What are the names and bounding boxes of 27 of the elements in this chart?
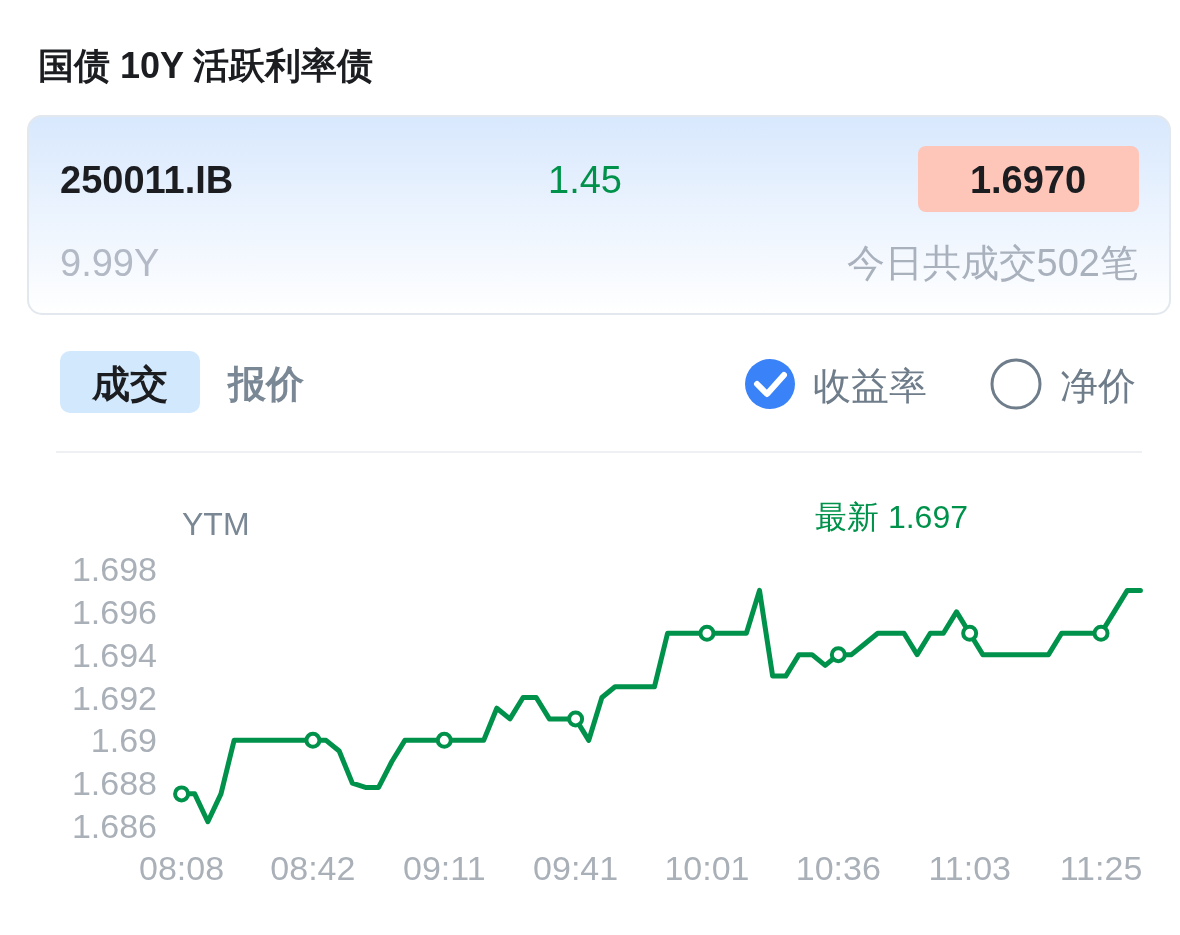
y-tick-label: 1.696 [71,592,157,631]
text: 9.99Y [60,242,160,284]
y-axis-title: YTM [182,506,250,542]
y-tick-label: 1.692 [71,678,157,717]
x-tick-label: 11:03 [928,849,1011,887]
chart-title: 国债 10Y 活跃利率债 [38,45,374,86]
x-tick-label: 09:11 [402,849,486,887]
y-tick-label: 1.688 [71,764,157,803]
x-tick-label: 10:01 [664,849,750,887]
text: 250011.IB [60,159,234,201]
x-tick-label: 11:25 [1059,849,1143,887]
x-tick-label: 08:42 [270,849,356,887]
text: 今日共成交502笔 [846,242,1138,284]
text: 1.45 [548,159,622,201]
y-tick-label: 1.694 [71,635,157,674]
text: 收益率 [813,365,927,407]
x-tick-label: 09:41 [533,849,619,887]
text: 成交 [91,363,168,405]
y-tick-label: 1.69 [90,721,157,760]
y-tick-label: 1.698 [71,550,157,588]
x-tick-label: 10:36 [795,849,881,887]
y-tick-label: 1.686 [71,807,157,845]
text: 报价 [226,363,304,405]
text: 最新 1.697 [815,499,968,535]
text: 1.6970 [969,159,1087,201]
x-tick-label: 08:08 [139,849,225,887]
text: 净价 [1060,365,1136,407]
